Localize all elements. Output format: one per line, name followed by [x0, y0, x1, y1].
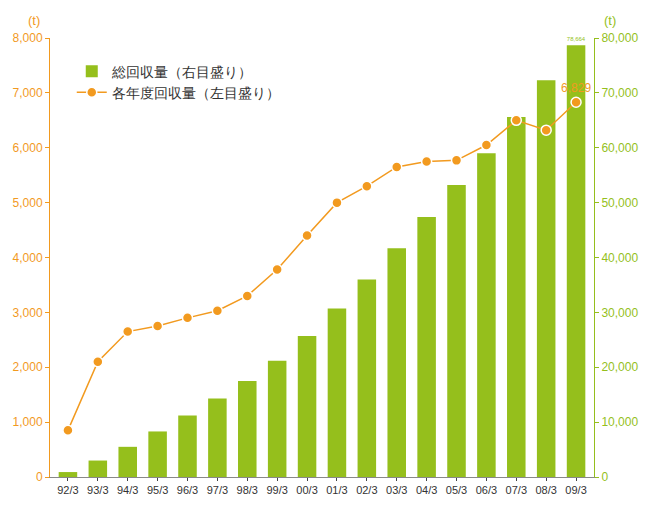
- svg-text:30,000: 30,000: [601, 306, 638, 320]
- svg-text:09/3: 09/3: [565, 484, 586, 496]
- svg-text:(t): (t): [604, 13, 616, 28]
- svg-text:20,000: 20,000: [601, 360, 638, 374]
- svg-text:60,000: 60,000: [601, 141, 638, 155]
- svg-text:01/3: 01/3: [326, 484, 347, 496]
- svg-text:03/3: 03/3: [386, 484, 407, 496]
- svg-text:99/3: 99/3: [266, 484, 287, 496]
- svg-text:92/3: 92/3: [57, 484, 78, 496]
- svg-text:97/3: 97/3: [207, 484, 228, 496]
- svg-text:98/3: 98/3: [237, 484, 258, 496]
- svg-text:6,000: 6,000: [13, 141, 43, 155]
- svg-text:04/3: 04/3: [416, 484, 437, 496]
- svg-text:7,000: 7,000: [13, 86, 43, 100]
- svg-text:0: 0: [36, 470, 43, 484]
- svg-text:70,000: 70,000: [601, 86, 638, 100]
- svg-text:各年度回収量（左目盛り）: 各年度回収量（左目盛り）: [112, 85, 280, 101]
- svg-text:2,000: 2,000: [13, 360, 43, 374]
- svg-text:3,000: 3,000: [13, 306, 43, 320]
- svg-text:(t): (t): [28, 13, 40, 28]
- svg-text:94/3: 94/3: [117, 484, 138, 496]
- svg-text:08/3: 08/3: [535, 484, 556, 496]
- svg-text:07/3: 07/3: [506, 484, 527, 496]
- svg-text:93/3: 93/3: [87, 484, 108, 496]
- svg-text:10,000: 10,000: [601, 415, 638, 429]
- svg-text:6,829: 6,829: [561, 81, 591, 95]
- svg-text:40,000: 40,000: [601, 251, 638, 265]
- svg-text:4,000: 4,000: [13, 251, 43, 265]
- svg-text:5,000: 5,000: [13, 196, 43, 210]
- svg-text:0: 0: [601, 470, 608, 484]
- svg-text:96/3: 96/3: [177, 484, 198, 496]
- svg-text:1,000: 1,000: [13, 415, 43, 429]
- svg-text:78,664: 78,664: [567, 36, 586, 42]
- svg-text:05/3: 05/3: [446, 484, 467, 496]
- svg-text:50,000: 50,000: [601, 196, 638, 210]
- svg-text:00/3: 00/3: [296, 484, 317, 496]
- svg-text:総回収量（右目盛り）: 総回収量（右目盛り）: [111, 64, 252, 80]
- svg-text:02/3: 02/3: [356, 484, 377, 496]
- svg-text:06/3: 06/3: [476, 484, 497, 496]
- svg-text:95/3: 95/3: [147, 484, 168, 496]
- svg-text:80,000: 80,000: [601, 31, 638, 45]
- svg-text:8,000: 8,000: [13, 31, 43, 45]
